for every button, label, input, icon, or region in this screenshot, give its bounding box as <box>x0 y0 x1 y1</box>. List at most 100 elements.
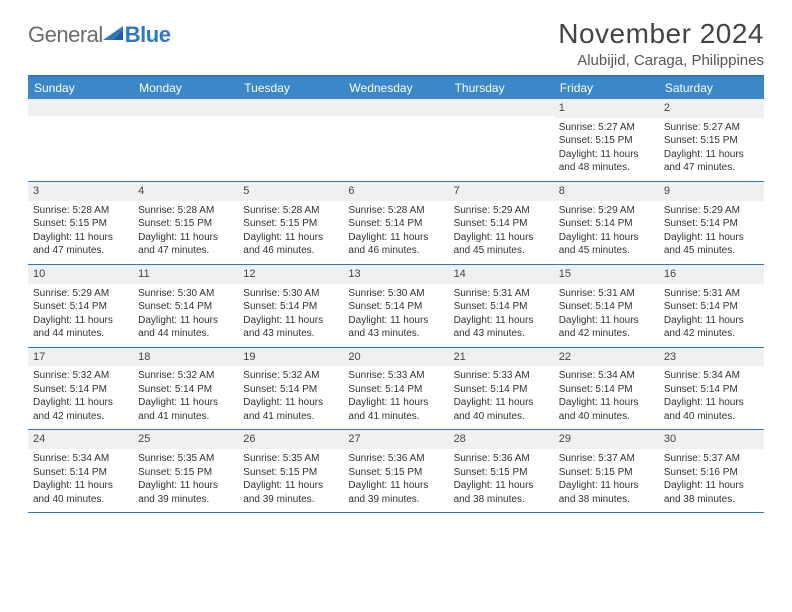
location-text: Alubijid, Caraga, Philippines <box>558 52 764 69</box>
day-number: 15 <box>554 265 659 284</box>
sunrise-text: Sunrise: 5:34 AM <box>559 369 654 383</box>
sunset-text: Sunset: 5:14 PM <box>33 466 128 480</box>
day-number: 18 <box>133 348 238 367</box>
day-number <box>343 99 448 116</box>
daylight-text: Daylight: 11 hours and 48 minutes. <box>559 148 654 175</box>
day-cell: 30Sunrise: 5:37 AMSunset: 5:16 PMDayligh… <box>659 430 764 512</box>
sunrise-text: Sunrise: 5:31 AM <box>454 287 549 301</box>
sunset-text: Sunset: 5:14 PM <box>33 383 128 397</box>
day-cell: 12Sunrise: 5:30 AMSunset: 5:14 PMDayligh… <box>238 265 343 347</box>
week-row: 17Sunrise: 5:32 AMSunset: 5:14 PMDayligh… <box>28 348 764 431</box>
sunset-text: Sunset: 5:16 PM <box>664 466 759 480</box>
sunrise-text: Sunrise: 5:29 AM <box>664 204 759 218</box>
day-cell: 1Sunrise: 5:27 AMSunset: 5:15 PMDaylight… <box>554 99 659 181</box>
daylight-text: Daylight: 11 hours and 42 minutes. <box>664 314 759 341</box>
sunset-text: Sunset: 5:14 PM <box>348 217 443 231</box>
day-number: 13 <box>343 265 448 284</box>
day-cell: 16Sunrise: 5:31 AMSunset: 5:14 PMDayligh… <box>659 265 764 347</box>
daylight-text: Daylight: 11 hours and 41 minutes. <box>348 396 443 423</box>
daylight-text: Daylight: 11 hours and 44 minutes. <box>33 314 128 341</box>
day-number: 27 <box>343 430 448 449</box>
day-number: 14 <box>449 265 554 284</box>
sunrise-text: Sunrise: 5:35 AM <box>138 452 233 466</box>
day-number <box>238 99 343 116</box>
daylight-text: Daylight: 11 hours and 39 minutes. <box>243 479 338 506</box>
sunrise-text: Sunrise: 5:37 AM <box>664 452 759 466</box>
day-cell: 6Sunrise: 5:28 AMSunset: 5:14 PMDaylight… <box>343 182 448 264</box>
day-cell: 4Sunrise: 5:28 AMSunset: 5:15 PMDaylight… <box>133 182 238 264</box>
day-number: 19 <box>238 348 343 367</box>
sunrise-text: Sunrise: 5:33 AM <box>348 369 443 383</box>
sunset-text: Sunset: 5:14 PM <box>559 300 654 314</box>
day-number: 11 <box>133 265 238 284</box>
sunset-text: Sunset: 5:15 PM <box>138 466 233 480</box>
sunrise-text: Sunrise: 5:33 AM <box>454 369 549 383</box>
sunset-text: Sunset: 5:15 PM <box>138 217 233 231</box>
sunset-text: Sunset: 5:15 PM <box>33 217 128 231</box>
day-header-cell: Sunday <box>28 77 133 99</box>
sunset-text: Sunset: 5:15 PM <box>243 466 338 480</box>
day-number: 26 <box>238 430 343 449</box>
day-header-cell: Saturday <box>659 77 764 99</box>
day-number: 3 <box>28 182 133 201</box>
day-cell: 3Sunrise: 5:28 AMSunset: 5:15 PMDaylight… <box>28 182 133 264</box>
day-number: 16 <box>659 265 764 284</box>
day-number: 28 <box>449 430 554 449</box>
sunrise-text: Sunrise: 5:31 AM <box>664 287 759 301</box>
day-cell: 20Sunrise: 5:33 AMSunset: 5:14 PMDayligh… <box>343 348 448 430</box>
sunset-text: Sunset: 5:15 PM <box>664 134 759 148</box>
sunset-text: Sunset: 5:15 PM <box>243 217 338 231</box>
header: General Blue November 2024 Alubijid, Car… <box>28 18 764 69</box>
daylight-text: Daylight: 11 hours and 38 minutes. <box>454 479 549 506</box>
daylight-text: Daylight: 11 hours and 42 minutes. <box>33 396 128 423</box>
day-number <box>449 99 554 116</box>
day-cell: 11 Sunrise: 5:30 AMSunset: 5:14 PMDayligh… <box>133 265 238 347</box>
daylight-text: Daylight: 11 hours and 41 minutes. <box>138 396 233 423</box>
day-number <box>133 99 238 116</box>
sunrise-text: Sunrise: 5:36 AM <box>454 452 549 466</box>
sunset-text: Sunset: 5:14 PM <box>348 383 443 397</box>
daylight-text: Daylight: 11 hours and 40 minutes. <box>664 396 759 423</box>
daylight-text: Daylight: 11 hours and 39 minutes. <box>348 479 443 506</box>
day-cell: 8Sunrise: 5:29 AMSunset: 5:14 PMDaylight… <box>554 182 659 264</box>
day-header-row: SundayMondayTuesdayWednesdayThursdayFrid… <box>28 77 764 99</box>
day-cell: 18Sunrise: 5:32 AMSunset: 5:14 PMDayligh… <box>133 348 238 430</box>
sunset-text: Sunset: 5:14 PM <box>454 217 549 231</box>
daylight-text: Daylight: 11 hours and 47 minutes. <box>138 231 233 258</box>
day-number: 9 <box>659 182 764 201</box>
sunrise-text: Sunrise: 5:35 AM <box>243 452 338 466</box>
calendar-page: General Blue November 2024 Alubijid, Car… <box>0 0 792 523</box>
sunrise-text: Sunrise: 5:31 AM <box>559 287 654 301</box>
sunrise-text: Sunrise: 5:30 AM <box>348 287 443 301</box>
day-number: 25 <box>133 430 238 449</box>
day-header-cell: Wednesday <box>343 77 448 99</box>
day-number: 23 <box>659 348 764 367</box>
sunrise-text: Sunrise: 5:37 AM <box>559 452 654 466</box>
sunset-text: Sunset: 5:15 PM <box>559 466 654 480</box>
sunset-text: Sunset: 5:14 PM <box>138 300 233 314</box>
sunrise-text: Sunrise: 5:34 AM <box>33 452 128 466</box>
sunset-text: Sunset: 5:14 PM <box>454 383 549 397</box>
day-number: 12 <box>238 265 343 284</box>
sunrise-text: Sunrise: 5:28 AM <box>138 204 233 218</box>
day-number: 10 <box>28 265 133 284</box>
sunset-text: Sunset: 5:14 PM <box>33 300 128 314</box>
day-number: 29 <box>554 430 659 449</box>
month-title: November 2024 <box>558 18 764 50</box>
sunset-text: Sunset: 5:14 PM <box>559 217 654 231</box>
sunset-text: Sunset: 5:14 PM <box>138 383 233 397</box>
day-cell: 22Sunrise: 5:34 AMSunset: 5:14 PMDayligh… <box>554 348 659 430</box>
daylight-text: Daylight: 11 hours and 44 minutes. <box>138 314 233 341</box>
daylight-text: Daylight: 11 hours and 38 minutes. <box>664 479 759 506</box>
week-row: 3Sunrise: 5:28 AMSunset: 5:15 PMDaylight… <box>28 182 764 265</box>
daylight-text: Daylight: 11 hours and 41 minutes. <box>243 396 338 423</box>
day-number: 1 <box>554 99 659 118</box>
day-cell <box>133 99 238 181</box>
sunrise-text: Sunrise: 5:30 AM <box>138 287 233 301</box>
week-row: 10Sunrise: 5:29 AMSunset: 5:14 PMDayligh… <box>28 265 764 348</box>
daylight-text: Daylight: 11 hours and 43 minutes. <box>243 314 338 341</box>
daylight-text: Daylight: 11 hours and 45 minutes. <box>664 231 759 258</box>
logo: General Blue <box>28 22 170 48</box>
sunrise-text: Sunrise: 5:28 AM <box>243 204 338 218</box>
sunrise-text: Sunrise: 5:32 AM <box>243 369 338 383</box>
